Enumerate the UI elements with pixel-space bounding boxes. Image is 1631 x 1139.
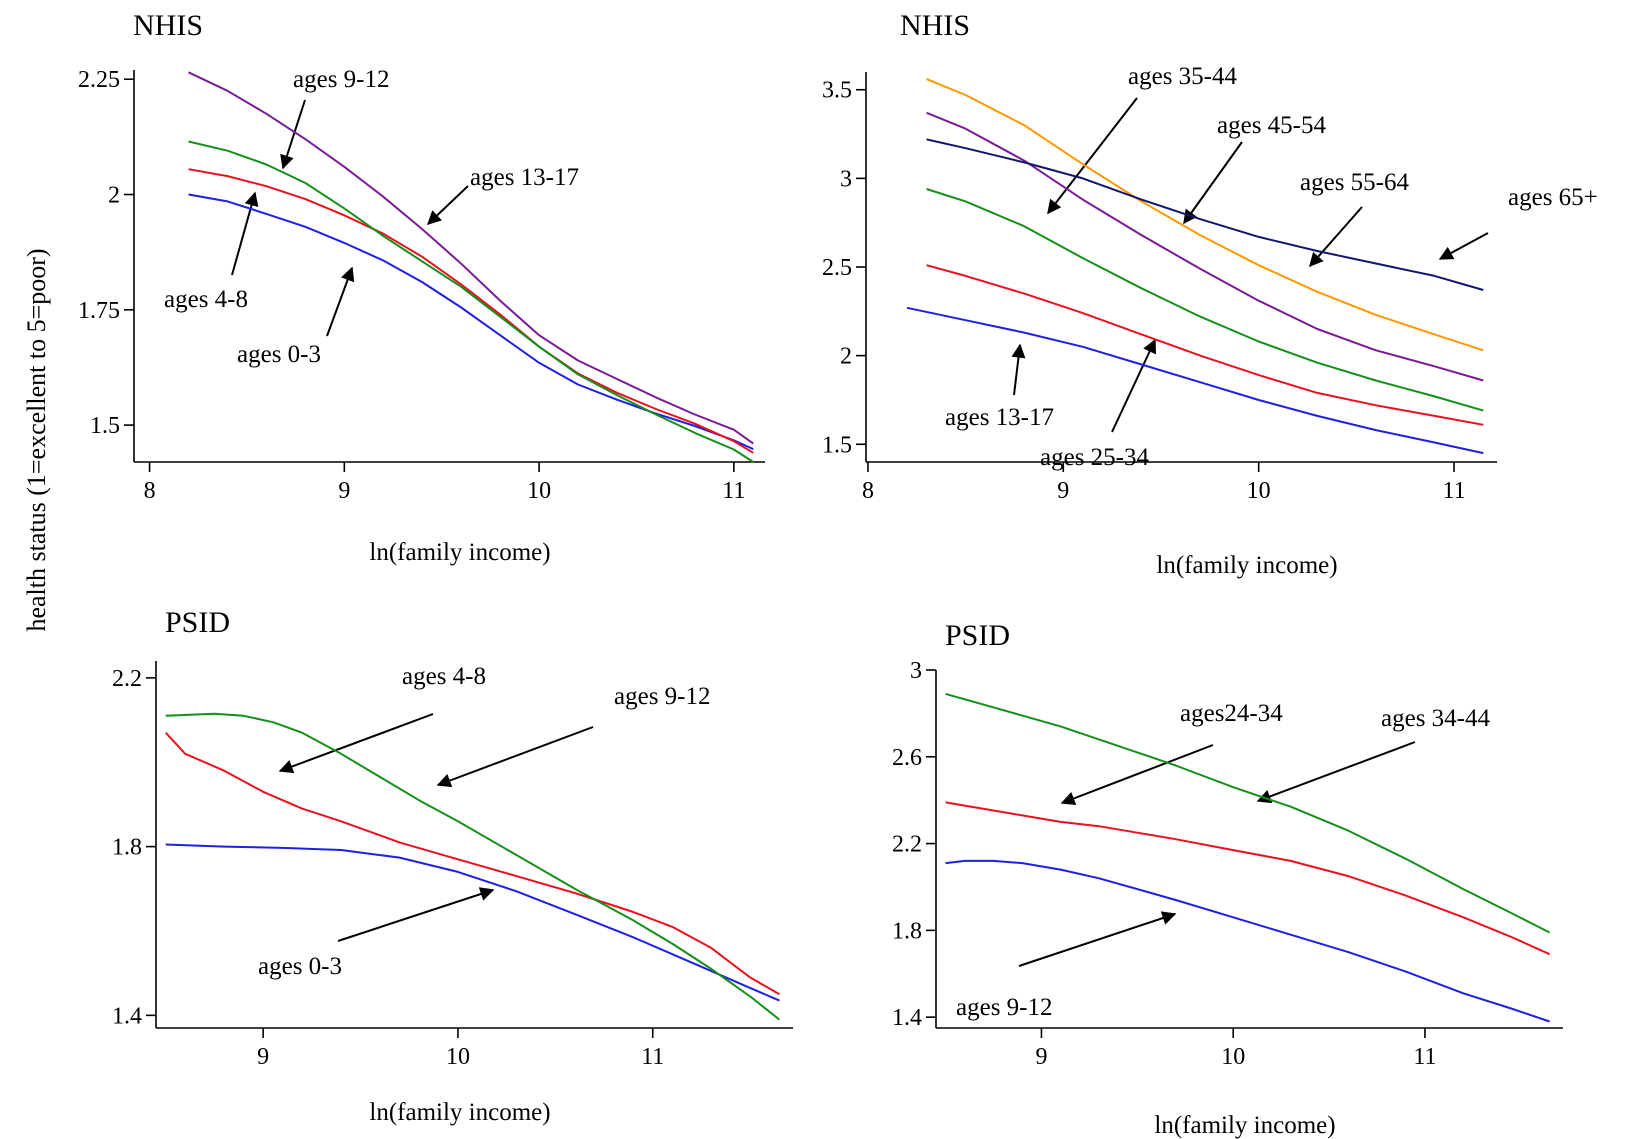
annotation-arrow	[1047, 97, 1138, 215]
annotation-label: ages 65+	[1508, 184, 1598, 211]
y-tick-label: 2.5	[822, 255, 852, 281]
x-tick-label: 11	[641, 1044, 664, 1070]
x-axis-label: ln(family income)	[369, 539, 550, 566]
annotation-arrow	[1060, 744, 1214, 806]
series-line-ages-0-3	[165, 843, 780, 1002]
panel-title: PSID	[165, 606, 230, 639]
y-tick-label: 1.75	[78, 298, 120, 324]
annotation-label: ages 9-12	[293, 66, 390, 93]
annotation-arrow	[1256, 741, 1416, 804]
annotation-arrow	[1018, 911, 1177, 967]
y-tick-label: 1.8	[112, 835, 142, 861]
series-line-ages-9-12	[188, 140, 754, 463]
series-line-ages-4-8	[164, 732, 780, 996]
y-tick-label: 2	[840, 344, 852, 370]
annotation-label: ages 25-34	[1040, 444, 1149, 471]
x-tick-label: 8	[862, 478, 874, 504]
annotation-arrow	[1011, 343, 1026, 396]
y-tick-label: 1.8	[892, 918, 922, 944]
series-line-ages-25-34	[926, 264, 1484, 426]
axes: 9 10 11 1.4 1.8 2.2	[112, 661, 793, 1070]
y-tick-label: 2	[108, 183, 120, 209]
annotation-arrow	[278, 713, 434, 774]
series-line-ages-0-3	[188, 193, 754, 451]
y-tick-label: 2.6	[892, 745, 922, 771]
y-tick-label: 1.4	[112, 1003, 142, 1029]
y-tick-label: 3.5	[822, 78, 852, 104]
series-line-ages-55-64	[926, 78, 1484, 352]
annotation-label: ages24-34	[1180, 700, 1283, 727]
panel-title: PSID	[945, 619, 1010, 652]
y-tick-label: 2.2	[112, 666, 142, 692]
series-line-ages-13-17	[188, 71, 754, 445]
y-tick-label: 1.5	[90, 413, 120, 439]
panel-nhis-adults: NHIS ln(family income) ages 35-44 ages 4…	[822, 9, 1598, 579]
annotation-label: ages 4-8	[402, 663, 486, 690]
series-line-ages-9-12	[945, 859, 1550, 1023]
y-tick-label: 2.2	[892, 832, 922, 858]
x-tick-label: 10	[527, 478, 551, 504]
annotation-arrow	[426, 185, 469, 225]
y-tick-label: 1.4	[892, 1005, 922, 1031]
x-tick-label: 11	[722, 478, 745, 504]
annotation-arrow	[1438, 232, 1489, 260]
annotation-label: ages 9-12	[614, 683, 711, 710]
annotation-arrow	[1111, 338, 1157, 433]
annotation-label: ages 55-64	[1300, 169, 1409, 196]
x-tick-label: 9	[1035, 1044, 1047, 1070]
series-line-ages-65-	[926, 138, 1484, 291]
panel-title: NHIS	[133, 9, 203, 42]
y-axis-label: health status (1=excellent to 5=poor)	[22, 248, 51, 631]
series-line-ages-13-17	[906, 306, 1484, 455]
annotation-label: ages 4-8	[164, 286, 248, 313]
annotation-label: ages 0-3	[258, 953, 342, 980]
series-line-ages-45-54	[926, 111, 1484, 382]
series-line-ages-35-44	[926, 188, 1484, 412]
axes: 9 10 11 1.4 1.8 2.2 2.6 3	[892, 658, 1563, 1070]
series-line-ages-4-8	[188, 168, 754, 454]
panel-psid-right: PSID ln(family income) ages24-34 ages 34…	[892, 619, 1563, 1139]
annotation-label: ages 13-17	[470, 164, 579, 191]
annotation-label: ages 34-44	[1381, 705, 1490, 732]
x-tick-label: 11	[1442, 478, 1465, 504]
y-tick-label: 3	[910, 658, 922, 684]
x-tick-label: 9	[338, 478, 350, 504]
panel-psid-children: PSID ln(family income) ages 4-8 ages 9-1…	[112, 606, 793, 1126]
panel-nhis-children: NHIS ln(family income) ages 9-12 ages 13…	[78, 9, 765, 566]
x-tick-label: 9	[1057, 478, 1069, 504]
series-line-ages-34-44	[945, 692, 1551, 934]
annotation-arrow	[337, 887, 495, 942]
annotation-arrow	[326, 266, 355, 337]
x-axis-label: ln(family income)	[1156, 552, 1337, 579]
annotation-label: ages 13-17	[945, 404, 1054, 431]
annotation-label: ages 9-12	[956, 994, 1053, 1021]
series-line-ages24-34	[945, 801, 1551, 956]
y-tick-label: 1.5	[822, 432, 852, 458]
annotation-arrow	[1309, 206, 1363, 268]
annotation-arrow	[436, 726, 594, 788]
annotation-arrow	[1183, 141, 1243, 225]
x-tick-label: 10	[1247, 478, 1271, 504]
annotation-label: ages 0-3	[237, 341, 321, 368]
y-tick-label: 2.25	[78, 67, 120, 93]
axes: 8 9 10 11 1.5 2 2.5 3 3.5	[822, 72, 1497, 504]
x-axis-label: ln(family income)	[369, 1099, 550, 1126]
panel-title: NHIS	[900, 9, 970, 42]
annotation-arrow	[231, 191, 259, 276]
x-tick-label: 8	[144, 478, 156, 504]
axes: 8 9 10 11 1.5 1.75 2 2.25	[78, 67, 765, 504]
x-tick-label: 11	[1413, 1044, 1436, 1070]
x-tick-label: 10	[446, 1044, 470, 1070]
x-axis-label: ln(family income)	[1154, 1112, 1335, 1139]
x-tick-label: 9	[257, 1044, 269, 1070]
annotation-label: ages 35-44	[1128, 63, 1237, 90]
x-tick-label: 10	[1221, 1044, 1245, 1070]
annotation-label: ages 45-54	[1217, 112, 1326, 139]
series-line-ages-9-12	[165, 712, 781, 1021]
y-tick-label: 3	[840, 166, 852, 192]
annotation-arrow	[280, 99, 306, 170]
